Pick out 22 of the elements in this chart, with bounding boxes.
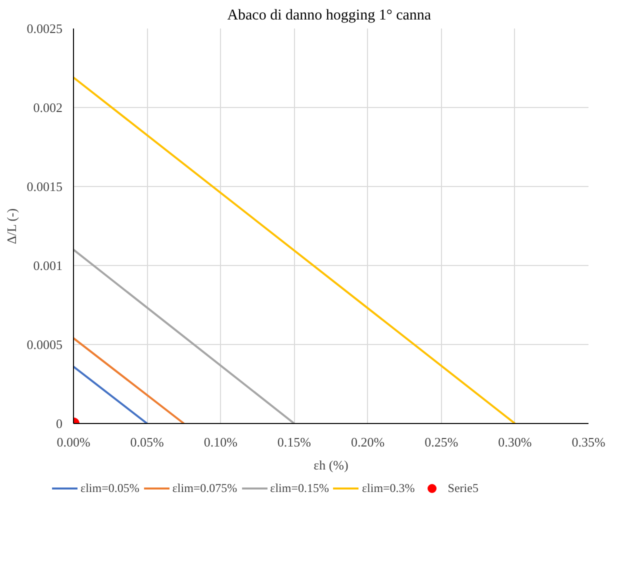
chart-title: Abaco di danno hogging 1° canna [227, 8, 432, 24]
y-tick-label: 0.0015 [26, 179, 62, 194]
x-tick-label: 0.10% [204, 434, 238, 450]
legend-label: Serie5 [448, 480, 478, 496]
legend-label: εlim=0.075% [172, 480, 238, 496]
x-tick-label: 0.15% [277, 434, 312, 450]
y-tick-label: 0.001 [33, 258, 62, 273]
x-tick-label: 0.00% [56, 434, 90, 450]
legend-label: εlim=0.05% [80, 480, 140, 496]
y-tick-label: 0.002 [33, 100, 62, 115]
x-tick-label: 0.35% [572, 434, 606, 450]
x-tick-label: 0.20% [350, 434, 385, 450]
x-tick-label: 0.05% [130, 434, 164, 450]
legend-label: εlim=0.3% [362, 480, 415, 496]
x-tick-label: 0.30% [498, 434, 532, 450]
y-tick-label: 0.0005 [26, 337, 62, 352]
y-tick-label: 0 [56, 416, 62, 431]
x-axis-title: εh (%) [314, 458, 348, 472]
x-tick-label: 0.25% [424, 434, 458, 450]
y-tick-label: 0.0025 [26, 21, 62, 36]
y-axis-title: Δ/L (-) [4, 208, 19, 244]
legend-label: εlim=0.15% [270, 480, 329, 496]
